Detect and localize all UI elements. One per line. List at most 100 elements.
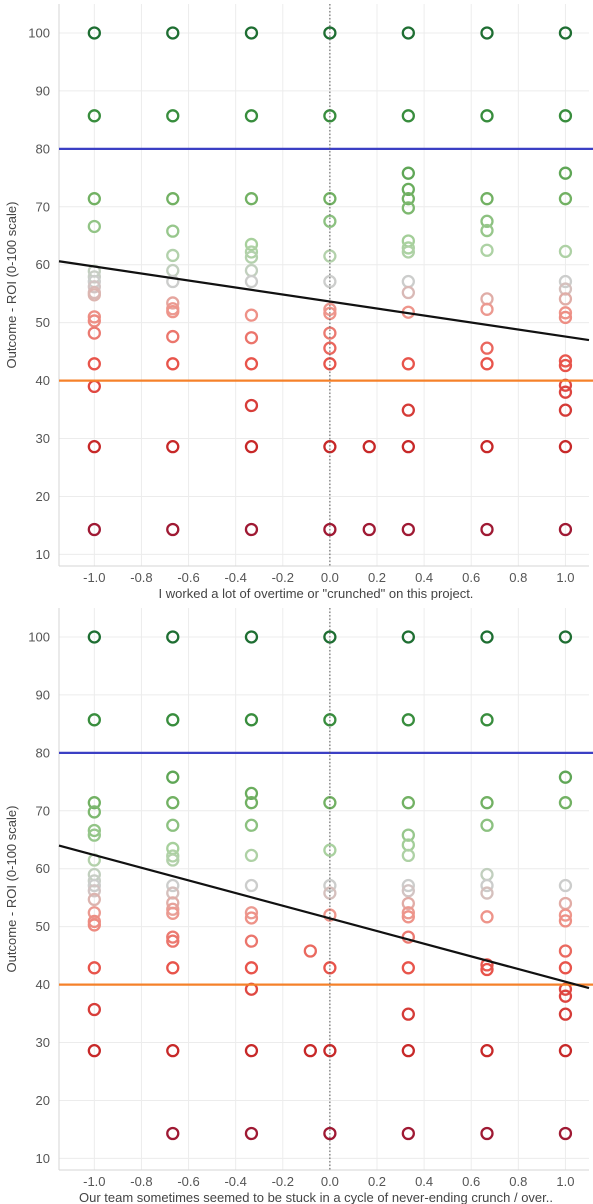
data-point [401, 630, 415, 644]
data-point [480, 818, 494, 832]
data-point [401, 896, 415, 911]
data-point [480, 867, 494, 882]
data-point [401, 439, 415, 454]
data-point [166, 224, 180, 238]
data-point [480, 878, 494, 893]
scatter-plot: 10 20 30 40 50 60 70 80 90 100 -1.0 -0.8 -0.6 -0.4 -0.… [4, 4, 593, 600]
chart-1: 10 20 30 40 50 60 70 80 90 100 -1.0 -0.8 -0.6 -0.4 -0.… [0, 0, 593, 600]
data-point [401, 906, 415, 920]
x-tick-label: -0.8 [130, 570, 152, 585]
x-tick-label: 0.4 [415, 1174, 433, 1189]
data-point [401, 241, 415, 255]
x-tick-label: 0.2 [368, 1174, 386, 1189]
data-point [244, 245, 259, 259]
data-point [323, 249, 337, 263]
data-point [87, 357, 101, 371]
data-point [166, 263, 180, 278]
data-point [558, 354, 573, 368]
data-point [558, 878, 573, 893]
x-tick-label: 0.8 [509, 1174, 527, 1189]
data-point [401, 274, 415, 289]
data-point [244, 1043, 259, 1058]
data-point [166, 849, 180, 863]
data-point [401, 828, 415, 842]
data-point [166, 26, 180, 40]
data-point [401, 796, 415, 810]
x-tick-label: 0.6 [462, 1174, 480, 1189]
data-point [480, 630, 494, 644]
data-point [323, 1126, 337, 1141]
y-tick-label: 100 [28, 629, 50, 644]
x-tick-label: -0.4 [224, 1174, 246, 1189]
data-point [480, 302, 494, 316]
data-point [480, 243, 494, 257]
data-point [166, 109, 180, 123]
data-point [166, 818, 180, 832]
data-point [558, 109, 573, 123]
data-point [166, 906, 180, 920]
y-tick-label: 10 [36, 1151, 50, 1166]
data-point [87, 906, 101, 920]
data-point [401, 848, 415, 863]
x-tick-label: -0.2 [272, 570, 294, 585]
data-point [244, 439, 259, 454]
data-point [558, 274, 573, 289]
data-point [401, 713, 415, 727]
data-point [87, 439, 101, 454]
data-point [480, 1043, 494, 1058]
data-point [480, 439, 494, 454]
data-point [480, 962, 494, 977]
data-point [480, 109, 494, 123]
data-point [166, 930, 180, 944]
data-point [558, 26, 573, 40]
data-point [87, 1043, 101, 1058]
data-point [401, 26, 415, 40]
y-tick-label: 30 [36, 431, 50, 446]
data-point [244, 109, 259, 123]
data-point [323, 341, 337, 355]
data-point [87, 314, 101, 328]
data-point [480, 796, 494, 810]
data-point [558, 1007, 573, 1021]
data-point [244, 818, 259, 832]
data-point [401, 182, 415, 197]
data-point [480, 26, 494, 40]
y-tick-label: 70 [36, 199, 50, 214]
data-point [166, 878, 180, 893]
data-point [401, 522, 415, 537]
x-tick-label: 0.2 [368, 570, 386, 585]
data-point [166, 853, 180, 867]
data-point [401, 245, 415, 259]
x-tick-label: -0.2 [272, 1174, 294, 1189]
data-point [558, 244, 573, 259]
data-point [480, 192, 494, 206]
data-point [87, 522, 101, 537]
y-tick-label: 70 [36, 803, 50, 818]
data-point [558, 1126, 573, 1141]
data-point [244, 848, 259, 863]
data-point [480, 886, 494, 900]
data-point [87, 884, 101, 898]
grid [59, 4, 589, 566]
y-tick-label: 80 [36, 141, 50, 156]
data-point [87, 828, 101, 842]
y-tick-label: 10 [36, 547, 50, 562]
data-point [401, 884, 415, 898]
data-point [558, 630, 573, 644]
x-tick-label: -0.6 [177, 570, 199, 585]
data-point [558, 192, 573, 206]
data-point [558, 908, 573, 922]
data-point [244, 308, 259, 322]
data-point [303, 944, 317, 958]
data-point [323, 522, 337, 537]
data-point [480, 522, 494, 537]
data-point [558, 282, 573, 296]
data-point [244, 26, 259, 40]
y-tick-label: 60 [36, 257, 50, 272]
data-point [244, 1126, 259, 1141]
data-point [323, 302, 337, 316]
data-point [480, 214, 494, 228]
data-point [87, 109, 101, 123]
scatter-plot: 10 20 30 40 50 60 70 80 90 100 -1.0 -0.8 -0.6 -0.4 -0.… [4, 608, 593, 1204]
data-point [166, 248, 180, 263]
